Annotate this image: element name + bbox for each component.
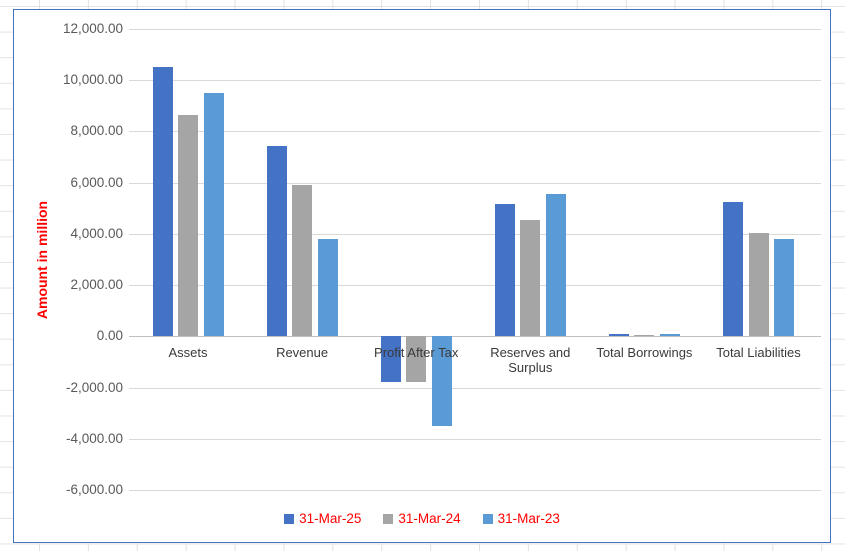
bar-31-Mar-24-Total Liabilities[interactable] — [748, 232, 769, 337]
bar-31-Mar-25-Reserves and Surplus[interactable] — [494, 204, 515, 337]
bar-31-Mar-23-Reserves and Surplus[interactable] — [545, 194, 566, 337]
y-tick-label: 12,000.00 — [62, 21, 123, 36]
gridline — [129, 233, 821, 235]
bar-31-Mar-24-Profit After Tax[interactable] — [406, 336, 427, 383]
bar-31-Mar-24-Assets[interactable] — [178, 114, 198, 337]
gridline — [129, 131, 821, 133]
y-tick-label: 8,000.00 — [70, 123, 123, 139]
y-tick-label: 6,000.00 — [70, 174, 123, 190]
category-label: Profit After Tax — [374, 345, 459, 360]
bar-31-Mar-23-Total Borrowings[interactable] — [659, 334, 680, 337]
legend-label: 31-Mar-25 — [299, 511, 362, 526]
legend-item[interactable]: 31-Mar-25 — [284, 511, 361, 526]
bar-31-Mar-25-Revenue[interactable] — [266, 145, 287, 337]
legend: 31-Mar-25 31-Mar-24 31-Mar-23 — [14, 511, 830, 526]
legend-item[interactable]: 31-Mar-23 — [482, 511, 560, 526]
bar-31-Mar-25-Profit After Tax[interactable] — [380, 336, 401, 383]
bar-31-Mar-25-Assets[interactable] — [152, 67, 173, 337]
category-label: Revenue — [276, 345, 329, 360]
bar-31-Mar-24-Reserves and Surplus[interactable] — [520, 219, 541, 337]
gridline — [129, 80, 821, 82]
bar-31-Mar-23-Profit After Tax[interactable] — [431, 336, 452, 426]
legend-swatch-icon — [284, 513, 295, 524]
gridline — [129, 490, 821, 491]
gridline — [129, 182, 821, 184]
category-label: Reserves and Surplus — [490, 345, 571, 375]
bar-31-Mar-25-Total Liabilities[interactable] — [723, 201, 743, 337]
bar-31-Mar-24-Revenue[interactable] — [292, 185, 313, 337]
y-tick-label: -2,000.00 — [65, 379, 123, 395]
bar-31-Mar-23-Assets[interactable] — [203, 93, 224, 337]
bar-31-Mar-24-Total Borrowings[interactable] — [634, 334, 655, 337]
chart-canvas[interactable]: Amount in million 31-Mar-25 31-Mar-24 31-M… — [13, 9, 831, 543]
legend-swatch-icon — [482, 513, 493, 524]
y-tick-label: 0.00 — [96, 328, 123, 344]
category-label: Total Borrowings — [596, 345, 693, 360]
y-axis-title: Amount in million — [34, 200, 50, 320]
x-axis-line — [129, 336, 821, 338]
y-tick-label: 10,000.00 — [62, 72, 123, 88]
category-label: Assets — [168, 345, 208, 360]
legend-swatch-icon — [383, 513, 394, 524]
gridline — [129, 29, 821, 30]
y-tick-label: 2,000.00 — [70, 277, 123, 293]
bar-31-Mar-23-Total Liabilities[interactable] — [774, 239, 794, 337]
category-label: Total Liabilities — [716, 345, 801, 360]
legend-label: 31-Mar-24 — [398, 511, 461, 526]
gridline — [129, 285, 821, 287]
y-tick-label: -6,000.00 — [65, 482, 123, 497]
gridline — [129, 438, 821, 440]
bar-31-Mar-23-Revenue[interactable] — [317, 239, 338, 337]
legend-label: 31-Mar-23 — [497, 511, 560, 526]
legend-item[interactable]: 31-Mar-24 — [383, 511, 461, 526]
y-tick-label: 4,000.00 — [70, 225, 123, 241]
gridline — [129, 387, 821, 389]
y-tick-label: -4,000.00 — [65, 430, 123, 446]
bar-31-Mar-25-Total Borrowings[interactable] — [608, 334, 629, 337]
